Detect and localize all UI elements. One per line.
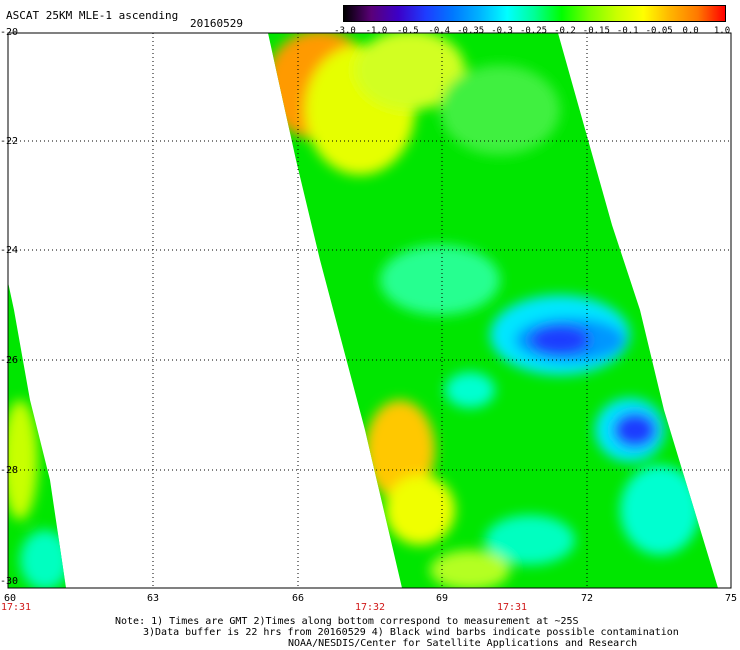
note-line-3: NOAA/NESDIS/Center for Satellite Applica…	[288, 638, 638, 649]
colorbar-label: -3.0	[334, 26, 356, 36]
colorbar-gradient	[344, 6, 725, 21]
left-swath	[8, 282, 66, 588]
time-label: 17:31	[496, 602, 528, 613]
lon-label: 72	[580, 593, 594, 604]
colorbar-label: -0.3	[491, 26, 513, 36]
colorbar-label: -0.5	[396, 26, 419, 36]
yellow-region-2	[385, 475, 455, 545]
dark-blue-region-2	[613, 412, 657, 448]
seafoam-region-3	[485, 515, 575, 565]
main-swath	[268, 33, 718, 588]
colorbar-label: -0.05	[645, 26, 673, 36]
lightgreen-region-1	[440, 65, 560, 155]
yellowgreen-bottom	[430, 550, 510, 588]
colorbar-label: -0.2	[554, 26, 576, 36]
colorbar-label: 0.0	[682, 26, 699, 36]
left-yellow-region	[8, 400, 38, 520]
lat-label: -24	[0, 245, 19, 256]
lat-label: -22	[0, 136, 19, 147]
lon-label: 69	[435, 593, 449, 604]
time-label: 17:32	[354, 602, 386, 613]
lat-label: -20	[0, 27, 19, 38]
time-label: 17:31	[0, 602, 32, 613]
lat-label: -30	[0, 576, 19, 587]
map-title: ASCAT 25KM MLE-1 ascending	[6, 9, 179, 22]
colorbar-fill	[344, 6, 725, 21]
map-date: 20160529	[190, 17, 243, 30]
colorbar-label: -0.25	[519, 26, 548, 36]
colorbar-label: -0.1	[616, 26, 639, 36]
colorbar-label: -1.0	[365, 26, 388, 36]
colorbar-label: -0.35	[457, 26, 485, 36]
lon-label: 63	[146, 593, 160, 604]
lon-label: 66	[291, 593, 305, 604]
seafoam-region	[380, 245, 500, 315]
seafoam-region-2	[620, 465, 700, 555]
grid-lines	[8, 33, 731, 588]
colorbar	[343, 5, 726, 22]
colorbar-label: -0.15	[582, 26, 610, 36]
map-frame	[7, 32, 732, 589]
lon-label: 60	[3, 593, 17, 604]
dark-blue-region-1	[530, 325, 590, 355]
cyan-patch	[445, 372, 495, 408]
lat-label: -26	[0, 355, 19, 366]
note-line-2: 3)Data buffer is 22 hrs from 20160529 4)…	[143, 627, 679, 638]
note-line-1: Note: 1) Times are GMT 2)Times along bot…	[115, 616, 579, 627]
colorbar-label: 1.0	[713, 26, 731, 36]
yellow-green-region	[355, 33, 465, 110]
lon-label: 75	[724, 593, 738, 604]
left-cyan-region	[20, 530, 66, 588]
yellow-orange-region	[365, 400, 435, 500]
colorbar-label: -0.4	[428, 26, 451, 36]
lat-label: -28	[0, 465, 19, 476]
